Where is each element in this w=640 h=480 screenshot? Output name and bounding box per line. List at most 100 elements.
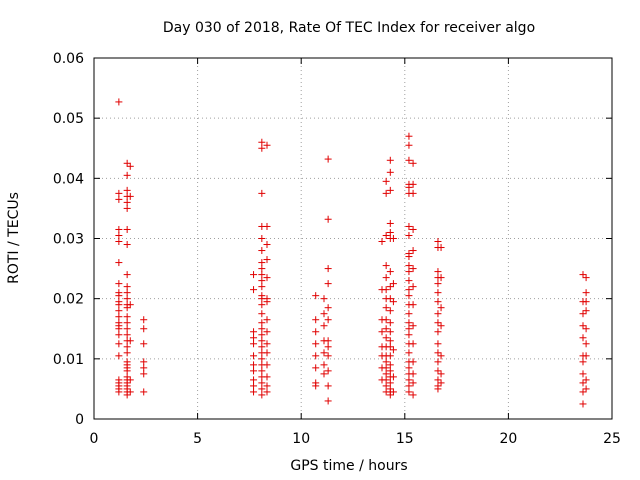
data-point	[386, 343, 394, 351]
data-point	[263, 340, 271, 348]
data-point	[140, 325, 148, 333]
data-point	[250, 286, 258, 294]
data-point	[123, 271, 131, 279]
data-point	[405, 349, 413, 357]
data-point	[579, 388, 587, 396]
data-point	[434, 340, 442, 348]
data-point	[263, 316, 271, 324]
data-point	[258, 259, 266, 267]
data-point	[312, 382, 320, 390]
data-point	[437, 244, 445, 252]
data-point	[579, 310, 587, 318]
data-point	[258, 325, 266, 333]
data-point	[258, 319, 266, 327]
x-tick-label: 20	[499, 431, 517, 447]
data-point	[405, 310, 413, 318]
data-point	[382, 316, 390, 324]
data-point	[258, 337, 266, 345]
data-point	[258, 189, 266, 197]
data-point	[258, 247, 266, 255]
data-point	[250, 376, 258, 384]
data-point	[115, 325, 123, 333]
data-point	[126, 376, 134, 384]
data-point	[123, 289, 131, 297]
data-point	[123, 283, 131, 291]
data-point	[389, 298, 397, 306]
data-point	[386, 391, 394, 399]
data-point	[409, 225, 417, 233]
data-point	[434, 319, 442, 327]
data-point	[263, 382, 271, 390]
data-point	[250, 367, 258, 375]
data-point	[115, 259, 123, 267]
data-point	[324, 304, 332, 312]
data-point	[250, 271, 258, 279]
data-point	[437, 274, 445, 282]
data-point	[250, 361, 258, 369]
data-point	[409, 301, 417, 309]
data-point	[115, 331, 123, 339]
data-point	[434, 349, 442, 357]
data-point	[382, 189, 390, 197]
data-point	[437, 370, 445, 378]
data-point	[386, 337, 394, 345]
data-point	[320, 370, 328, 378]
data-point	[123, 325, 131, 333]
data-point	[258, 283, 266, 291]
data-point	[320, 310, 328, 318]
data-point	[386, 219, 394, 227]
data-point	[382, 358, 390, 366]
data-point	[579, 358, 587, 366]
data-point	[386, 228, 394, 236]
data-point	[324, 155, 332, 163]
data-point	[258, 310, 266, 318]
data-point	[258, 343, 266, 351]
data-point	[409, 340, 417, 348]
data-point	[405, 331, 413, 339]
data-point	[405, 364, 413, 372]
x-tick-label: 5	[193, 431, 202, 447]
data-point	[126, 192, 134, 200]
data-point	[324, 352, 332, 360]
data-point	[250, 340, 258, 348]
data-point	[405, 156, 413, 164]
data-point	[386, 352, 394, 360]
data-point	[382, 286, 390, 294]
data-point	[582, 307, 590, 315]
data-point	[382, 382, 390, 390]
data-point	[409, 189, 417, 197]
data-point	[389, 346, 397, 354]
data-point	[582, 298, 590, 306]
data-point	[263, 222, 271, 230]
data-point	[123, 171, 131, 179]
data-point	[579, 271, 587, 279]
data-point	[140, 358, 148, 366]
data-point	[434, 298, 442, 306]
data-point	[405, 382, 413, 390]
data-point	[382, 376, 390, 384]
data-point	[115, 280, 123, 288]
data-point	[409, 247, 417, 255]
data-point	[409, 391, 417, 399]
data-point	[250, 388, 258, 396]
x-tick-label: 0	[90, 431, 99, 447]
data-point	[378, 328, 386, 336]
data-point	[409, 159, 417, 167]
data-point	[405, 286, 413, 294]
data-point	[115, 292, 123, 300]
data-point	[434, 268, 442, 276]
data-point	[582, 289, 590, 297]
data-point	[389, 388, 397, 396]
y-axis-label: ROTI / TECUs	[6, 192, 22, 284]
data-point	[123, 349, 131, 357]
data-point	[382, 364, 390, 372]
data-point	[409, 370, 417, 378]
data-point	[389, 235, 397, 242]
data-point	[386, 367, 394, 375]
data-point	[386, 319, 394, 327]
data-point	[115, 340, 123, 348]
data-point	[312, 292, 320, 300]
data-point	[320, 349, 328, 357]
data-point	[382, 274, 390, 282]
data-point	[312, 340, 320, 348]
